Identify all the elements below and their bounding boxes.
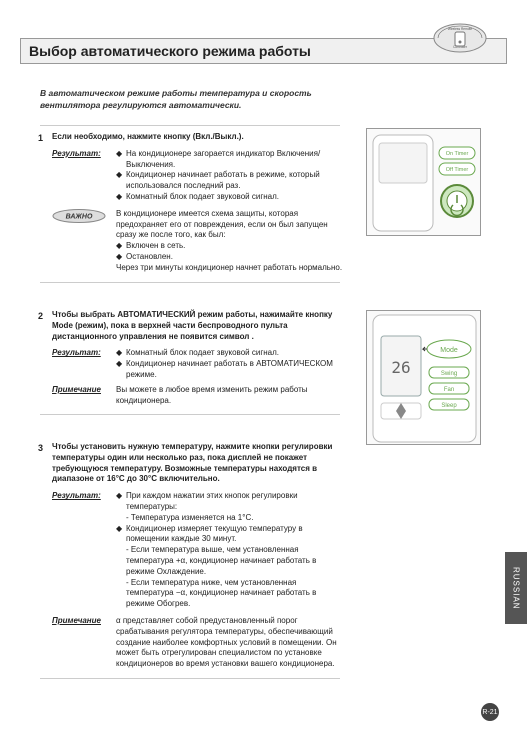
step-2: 2 Чтобы выбрать АВТОМАТИЧЕСКИЙ режим раб… — [40, 310, 345, 421]
svg-text:Swing: Swing — [441, 371, 457, 377]
result-label: Результат: — [52, 149, 116, 203]
remote-badge: Wireless Remote Controller — [433, 18, 487, 58]
r1: На кондиционере загорается индикатор Вкл… — [126, 149, 345, 171]
imp-intro: В кондиционере имеется схема защиты, кот… — [116, 209, 345, 241]
result-content: ◆При каждом нажатии этих кнопок регулиро… — [116, 491, 345, 610]
svg-text:Fan: Fan — [444, 387, 454, 393]
result-row: Результат: ◆Комнатный блок подает звуков… — [52, 348, 345, 380]
note-row: Примечание Вы можете в любое время измен… — [52, 385, 345, 407]
ib1: Включен в сеть. — [126, 241, 185, 252]
r3: Комнатный блок подает звуковой сигнал. — [126, 192, 279, 203]
language-tab: RUSSIAN — [505, 552, 527, 624]
page-title: Выбор автоматического режима работы — [29, 43, 311, 59]
step-text: Если необходимо, нажмите кнопку (Вкл./Вы… — [52, 132, 345, 143]
rc2s1: - Если температура выше, чем установленн… — [116, 545, 345, 577]
note-content: α представляет собой предустановленный п… — [116, 616, 345, 670]
result-label: Результат: — [52, 348, 116, 380]
illustration-remote-power: On Timer Off Timer — [366, 128, 481, 236]
ib2: Остановлен. — [126, 252, 173, 263]
rule — [40, 125, 340, 126]
separator — [40, 282, 340, 283]
note-label: Примечание — [52, 616, 116, 670]
result-content: ◆Комнатный блок подает звуковой сигнал. … — [116, 348, 345, 380]
result-content: ◆На кондиционере загорается индикатор Вк… — [116, 149, 345, 203]
svg-text:Mode: Mode — [440, 347, 458, 354]
intro-text: В автоматическом режиме работы температу… — [40, 88, 350, 112]
note-row: Примечание α представляет собой предуста… — [52, 616, 345, 670]
result-row: Результат: ◆На кондиционере загорается и… — [52, 149, 345, 203]
badge-text-top: Wireless Remote — [448, 27, 472, 31]
step-1-text: Если необходимо, нажмите кнопку (Вкл./Вы… — [52, 132, 244, 141]
svg-text:Off Timer: Off Timer — [446, 167, 469, 173]
svg-text:26: 26 — [391, 358, 410, 377]
step-text: Чтобы установить нужную температуру, наж… — [52, 442, 345, 485]
rc2s2: - Если температура ниже, чем установленн… — [116, 578, 345, 610]
rc1: При каждом нажатии этих кнопок регулиров… — [126, 491, 345, 513]
important-row: ВАЖНО В кондиционере имеется схема защит… — [52, 209, 345, 274]
r1: Комнатный блок подает звуковой сигнал. — [126, 348, 279, 359]
rc2: Кондиционер измеряет текущую температуру… — [126, 524, 345, 546]
note-label: Примечание — [52, 385, 116, 407]
imp-outro: Через три минуты кондиционер начнет рабо… — [116, 263, 345, 274]
step-number: 1 — [38, 132, 43, 144]
separator — [40, 414, 340, 415]
step-1: 1 Если необходимо, нажмите кнопку (Вкл./… — [40, 132, 345, 289]
svg-text:Sleep: Sleep — [441, 403, 457, 409]
page-number: R-21 — [481, 703, 499, 721]
important-label: ВАЖНО — [52, 209, 116, 274]
result-label: Результат: — [52, 491, 116, 610]
separator — [40, 678, 340, 679]
step-3: 3 Чтобы установить нужную температуру, н… — [40, 442, 345, 685]
note-content: Вы можете в любое время изменить режим р… — [116, 385, 345, 407]
svg-text:ВАЖНО: ВАЖНО — [66, 213, 93, 220]
result-row: Результат: ◆При каждом нажатии этих кноп… — [52, 491, 345, 610]
r2: Кондиционер начинает работать в АВТОМАТИ… — [126, 359, 345, 381]
step-number: 2 — [38, 310, 43, 322]
step-text: Чтобы выбрать АВТОМАТИЧЕСКИЙ режим работ… — [52, 310, 345, 342]
step-number: 3 — [38, 442, 43, 454]
r2: Кондиционер начинает работать в режиме, … — [126, 170, 345, 192]
illustration-remote-mode: 26 Mode Swing Fan Sleep — [366, 310, 481, 445]
svg-text:On Timer: On Timer — [446, 151, 469, 157]
important-content: В кондиционере имеется схема защиты, кот… — [116, 209, 345, 274]
rc1s: - Температура изменяется на 1°C. — [116, 513, 345, 524]
